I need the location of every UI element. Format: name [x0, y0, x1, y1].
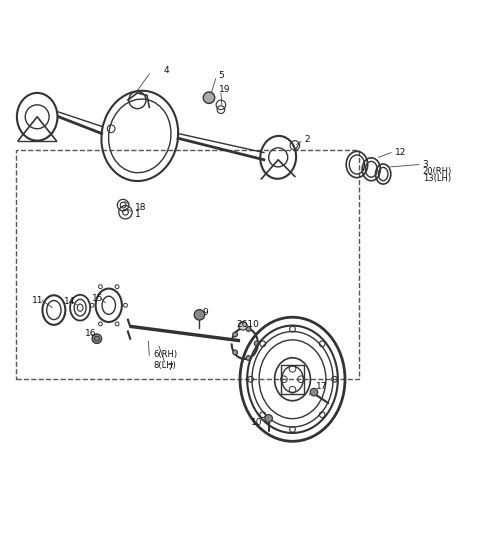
Circle shape — [246, 327, 251, 331]
Circle shape — [233, 350, 238, 355]
Text: 13(LH): 13(LH) — [423, 174, 451, 183]
Text: 2610: 2610 — [237, 320, 260, 329]
Text: 1: 1 — [135, 210, 141, 219]
Circle shape — [233, 332, 238, 337]
Text: 15: 15 — [92, 294, 104, 302]
Text: 17: 17 — [316, 382, 328, 391]
Circle shape — [310, 388, 318, 396]
Text: 6(RH)
8(LH): 6(RH) 8(LH) — [153, 350, 177, 370]
Circle shape — [239, 322, 247, 330]
Text: 18: 18 — [135, 203, 146, 212]
Text: 10: 10 — [251, 418, 262, 427]
Text: 3: 3 — [423, 160, 429, 169]
Text: 9: 9 — [203, 308, 208, 317]
Circle shape — [246, 356, 251, 361]
Text: 12: 12 — [395, 148, 407, 157]
Text: 20(RH): 20(RH) — [423, 167, 452, 176]
Text: 2: 2 — [304, 135, 310, 144]
Circle shape — [194, 309, 204, 320]
Text: 16: 16 — [85, 329, 96, 338]
Text: 7: 7 — [168, 363, 173, 372]
Circle shape — [92, 334, 102, 343]
Circle shape — [254, 341, 259, 346]
Text: 19: 19 — [218, 85, 230, 94]
Bar — [281, 365, 304, 393]
Text: 11: 11 — [33, 296, 44, 305]
Circle shape — [203, 92, 215, 103]
Text: 5: 5 — [218, 71, 224, 80]
Text: 4: 4 — [164, 66, 169, 74]
Circle shape — [265, 414, 273, 422]
Text: 14: 14 — [64, 298, 76, 307]
